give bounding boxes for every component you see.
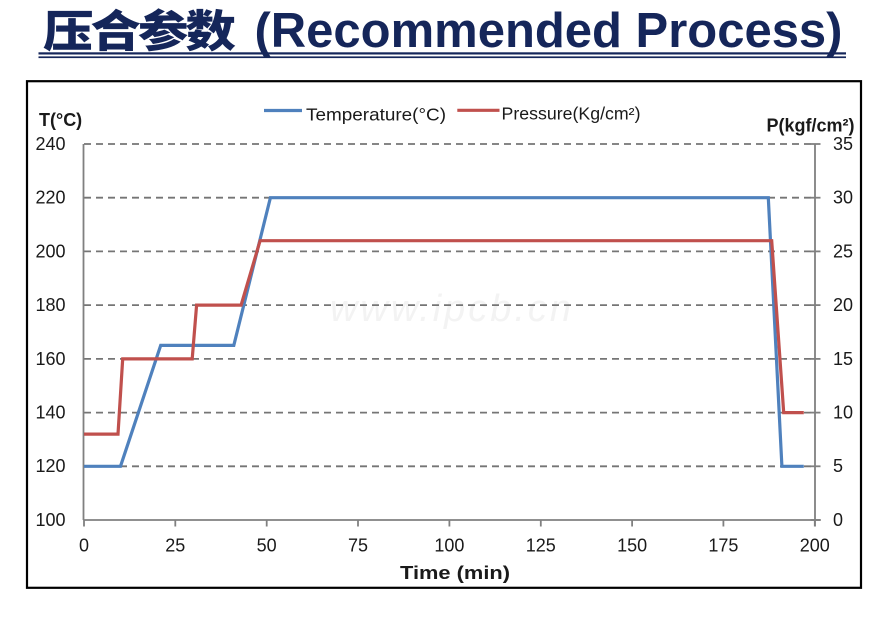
svg-text:Temperature(°C): Temperature(°C) xyxy=(306,105,446,125)
svg-text:160: 160 xyxy=(35,349,65,369)
svg-text:50: 50 xyxy=(257,536,277,556)
svg-text:Time (min): Time (min) xyxy=(400,563,510,583)
svg-text:175: 175 xyxy=(708,536,738,556)
svg-text:240: 240 xyxy=(35,134,65,154)
svg-text:www.ipcb.cn: www.ipcb.cn xyxy=(330,288,571,330)
svg-text:220: 220 xyxy=(35,188,65,208)
svg-text:100: 100 xyxy=(434,536,464,556)
svg-text:180: 180 xyxy=(35,295,65,315)
svg-text:140: 140 xyxy=(35,403,65,423)
svg-text:120: 120 xyxy=(35,456,65,476)
svg-text:100: 100 xyxy=(35,510,65,530)
svg-text:P(kgf/cm²): P(kgf/cm²) xyxy=(767,116,855,136)
svg-text:150: 150 xyxy=(617,536,647,556)
svg-text:Pressure(Kg/cm²): Pressure(Kg/cm²) xyxy=(502,104,641,124)
svg-text:15: 15 xyxy=(833,349,853,369)
svg-text:25: 25 xyxy=(833,241,853,261)
svg-text:T(°C): T(°C) xyxy=(39,110,82,130)
svg-text:35: 35 xyxy=(833,134,853,154)
svg-text:125: 125 xyxy=(526,536,556,556)
svg-text:75: 75 xyxy=(348,536,368,556)
svg-text:5: 5 xyxy=(833,456,843,476)
svg-text:25: 25 xyxy=(165,536,185,556)
svg-text:0: 0 xyxy=(833,510,843,530)
svg-text:(Recommended Process): (Recommended Process) xyxy=(255,4,843,58)
svg-text:30: 30 xyxy=(833,188,853,208)
svg-text:10: 10 xyxy=(833,403,853,423)
svg-text:20: 20 xyxy=(833,295,853,315)
svg-text:200: 200 xyxy=(35,241,65,261)
svg-text:0: 0 xyxy=(79,536,89,556)
svg-text:200: 200 xyxy=(800,536,830,556)
